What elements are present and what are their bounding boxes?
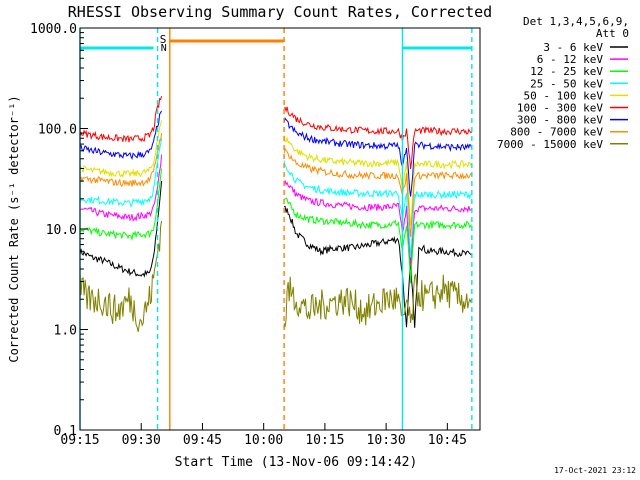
series-line: [283, 106, 472, 169]
x-tick-label: 10:30: [367, 433, 406, 448]
series-line: [79, 220, 163, 333]
chart-title: RHESSI Observing Summary Count Rates, Co…: [68, 3, 492, 21]
legend-entry-label: 12 - 25 keV: [530, 65, 603, 78]
night-flag-label: N: [161, 43, 167, 54]
y-tick-label: 0.1: [54, 424, 77, 439]
series-line: [79, 180, 163, 278]
y-tick-label: 1000.0: [30, 22, 77, 37]
legend-detectors: Det 1,3,4,5,6,9,: [523, 15, 629, 28]
legend-entry-label: 7000 - 15000 keV: [497, 138, 603, 151]
legend-entry-label: 6 - 12 keV: [537, 53, 604, 66]
legend-entry-label: 100 - 300 keV: [517, 102, 603, 115]
x-tick-label: 09:45: [183, 433, 222, 448]
x-tick-label: 10:15: [305, 433, 344, 448]
x-tick-label: 10:45: [428, 433, 467, 448]
legend-entry-label: 800 - 7000 keV: [510, 126, 603, 139]
legend-entry-label: 300 - 800 keV: [517, 114, 603, 127]
series-line: [79, 133, 163, 188]
x-axis-label: Start Time (13-Nov-06 09:14:42): [175, 455, 418, 470]
y-tick-label: 10.0: [46, 223, 77, 238]
series-line: [283, 147, 473, 237]
x-tick-label: 09:15: [60, 433, 99, 448]
series-line: [283, 117, 473, 197]
series-line: [284, 205, 473, 328]
series-line: [79, 154, 163, 222]
plot-frame: [79, 27, 481, 431]
series-line: [283, 179, 473, 267]
series-line: [283, 135, 473, 227]
x-tick-label: 10:00: [244, 433, 283, 448]
series-line: [79, 120, 163, 179]
series-line: [283, 273, 473, 328]
series-line: [79, 168, 163, 242]
legend-attenuator: Att 0: [596, 27, 629, 40]
y-tick-label: 1.0: [54, 324, 77, 339]
y-axis-label: Corrected Count Rate (s⁻¹ detector⁻¹): [7, 95, 21, 362]
series-line: [284, 197, 473, 284]
series-line: [79, 95, 163, 143]
legend-header: Det 1,3,4,5,6,9, Att 0: [523, 15, 629, 40]
legend-entry-label: 3 - 6 keV: [543, 41, 603, 54]
series-line: [283, 160, 472, 258]
y-tick-label: 100.0: [38, 123, 77, 138]
series-line: [79, 110, 163, 160]
series-line: [79, 138, 163, 208]
saa-flag-label: S: [160, 33, 167, 46]
series-lines: [79, 95, 473, 333]
legend-entry-label: 50 - 100 keV: [524, 89, 604, 102]
x-tick-label: 09:30: [122, 433, 161, 448]
footer-timestamp: 17-Oct-2021 23:12: [554, 466, 636, 475]
legend-entry-label: 25 - 50 keV: [530, 77, 603, 90]
